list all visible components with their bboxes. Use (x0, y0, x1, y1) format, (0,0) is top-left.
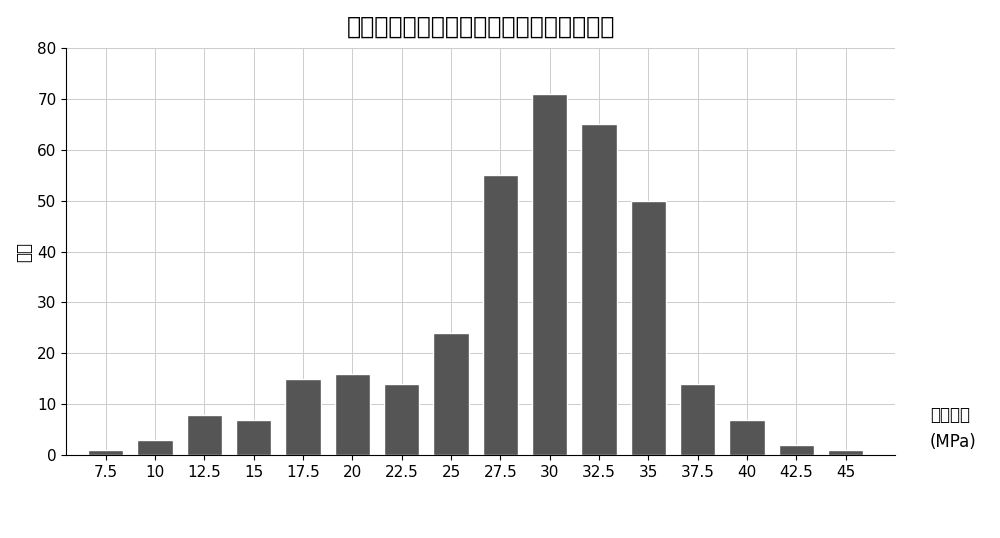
Title: 重庆市渝中区砂岩天然单轴抗压强度直方图: 重庆市渝中区砂岩天然单轴抗压强度直方图 (346, 15, 615, 39)
Bar (828, 450, 863, 455)
Bar (137, 440, 173, 455)
Bar (779, 445, 814, 455)
Bar (187, 414, 222, 455)
Legend: 天然抗压强度平均值: 天然抗压强度平均值 (343, 537, 485, 538)
Bar (433, 333, 469, 455)
Bar (631, 201, 666, 455)
Bar (483, 175, 518, 455)
Text: 抗压强度: 抗压强度 (930, 406, 970, 424)
Bar (532, 94, 567, 455)
Bar (285, 379, 321, 455)
Bar (729, 420, 765, 455)
Bar (384, 384, 419, 455)
Bar (680, 384, 715, 455)
Bar (581, 124, 617, 455)
Y-axis label: 频次: 频次 (15, 242, 33, 261)
Text: (MPa): (MPa) (930, 433, 977, 451)
Bar (335, 374, 370, 455)
Bar (88, 450, 123, 455)
Bar (236, 420, 271, 455)
